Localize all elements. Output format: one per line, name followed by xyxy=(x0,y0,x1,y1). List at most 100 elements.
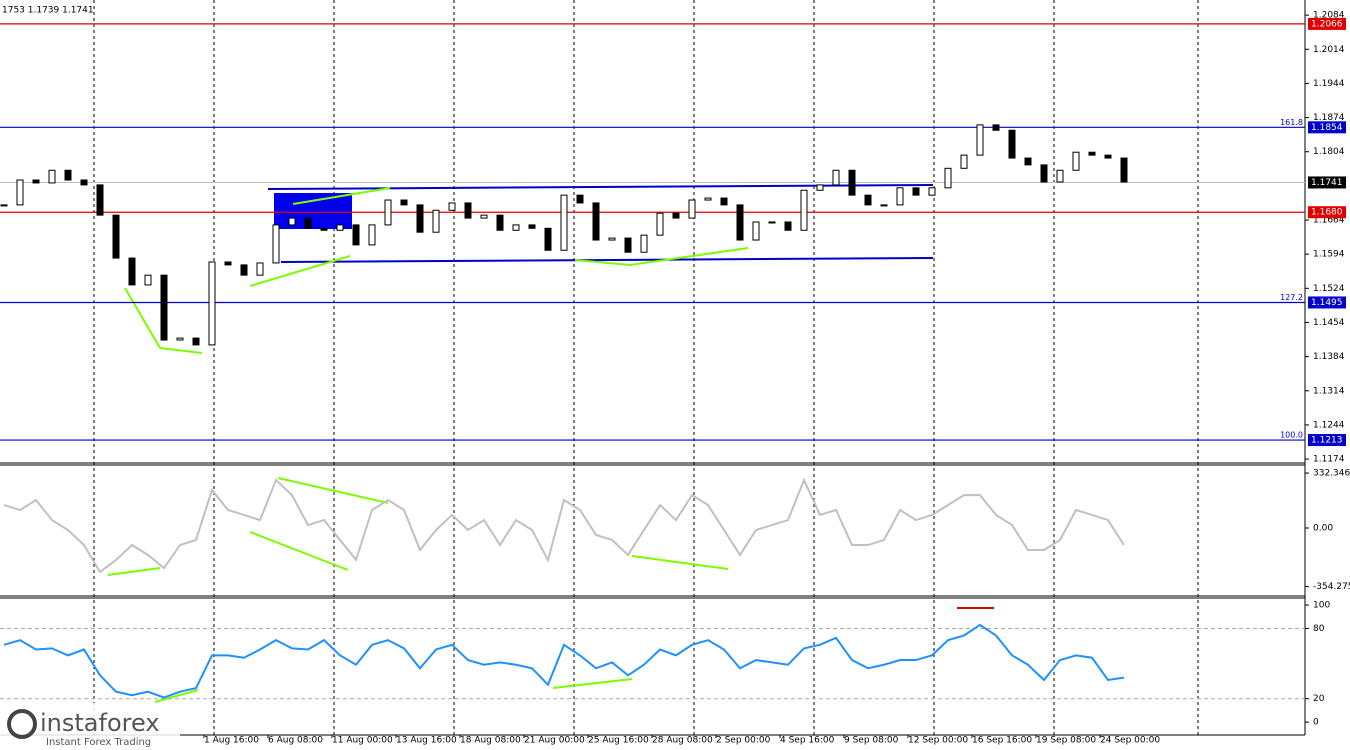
level-label: 1.2066 xyxy=(1311,19,1343,29)
y-tick-label: -354.2759 xyxy=(1313,582,1350,592)
drawings xyxy=(107,184,994,703)
candle xyxy=(544,227,552,251)
candle xyxy=(160,274,168,341)
candle xyxy=(736,204,744,241)
candle xyxy=(496,214,504,231)
candle xyxy=(208,261,216,346)
plot: 1.2084 1.2014 1.1944 1.1874 1.1804 1.1664 1.15… xyxy=(0,11,1350,746)
candle xyxy=(1088,151,1096,156)
candle xyxy=(192,337,200,346)
candle xyxy=(1008,129,1016,159)
y-tick-label: 1.1384 xyxy=(1313,352,1345,362)
candle xyxy=(320,227,328,231)
level-label-box xyxy=(1308,121,1346,134)
candle xyxy=(960,154,968,169)
divergence xyxy=(574,259,631,266)
y-tick-label: 1.1244 xyxy=(1313,420,1345,430)
candle xyxy=(416,204,424,233)
x-tick-label: 28 Aug 08:00 xyxy=(652,736,713,746)
candle xyxy=(1024,157,1032,166)
candle xyxy=(64,169,72,181)
level-label: 1.1680 xyxy=(1311,208,1343,218)
candle xyxy=(352,224,360,246)
candle xyxy=(1040,164,1048,183)
y-tick-label: 1.1804 xyxy=(1313,147,1345,157)
x-tick-label: 2 Sep 00:00 xyxy=(716,736,771,746)
indicator-line xyxy=(3,477,1125,574)
candle xyxy=(624,237,632,253)
candle xyxy=(784,221,792,231)
candle xyxy=(368,224,376,246)
x-tick-label: 21 Aug 00:00 xyxy=(524,736,585,746)
candle xyxy=(512,224,520,231)
divergence xyxy=(249,531,349,571)
logo: instaforex Instant Forex Trading xyxy=(0,703,180,750)
level-label: 1.1495 xyxy=(1311,298,1343,308)
logo-tagline: Instant Forex Trading xyxy=(46,737,151,748)
divergence xyxy=(159,347,203,354)
y-tick-label: 1.2014 xyxy=(1313,45,1345,55)
divergence xyxy=(292,187,391,205)
candle xyxy=(288,217,296,226)
divergence xyxy=(154,689,199,703)
y-tick-label: 1.1174 xyxy=(1313,455,1345,465)
divergence xyxy=(631,555,729,570)
y-tick-label: 1.1314 xyxy=(1313,386,1345,396)
period-separators xyxy=(93,0,1199,735)
candle xyxy=(400,199,408,206)
candle xyxy=(688,199,696,219)
candle xyxy=(880,204,888,207)
candle xyxy=(720,197,728,206)
level-label-box xyxy=(1308,296,1346,309)
candle xyxy=(928,187,936,196)
current-price-box xyxy=(1308,176,1346,189)
candle xyxy=(432,209,440,233)
y-tick-label: 1.1664 xyxy=(1313,216,1345,226)
candle xyxy=(144,274,152,286)
logo-name: instaforex xyxy=(40,709,160,737)
header-text: 1753 1.1739 1.1741 xyxy=(2,6,94,16)
candle xyxy=(1056,169,1064,183)
divergence xyxy=(249,255,351,287)
candle xyxy=(272,224,280,264)
candle xyxy=(816,184,824,191)
candle xyxy=(800,189,808,231)
fib-label: 127.2 xyxy=(1280,293,1303,302)
x-tick-label: 16 Sep 16:00 xyxy=(972,736,1032,746)
candle xyxy=(384,199,392,226)
channel-top xyxy=(267,184,934,190)
candle xyxy=(848,169,856,196)
candle xyxy=(864,194,872,206)
fib-label: 161.8 xyxy=(1280,118,1303,127)
y-tick-label: 100 xyxy=(1313,601,1330,611)
y-tick-label: 1.2084 xyxy=(1313,11,1345,21)
current-price-label: 1.1741 xyxy=(1311,178,1343,188)
divergence xyxy=(277,477,389,504)
candle xyxy=(608,237,616,241)
candle xyxy=(176,337,184,341)
candle xyxy=(944,167,952,189)
y-tick-label: 0.00 xyxy=(1313,524,1333,534)
candle xyxy=(16,179,24,206)
candle xyxy=(640,234,648,253)
candle xyxy=(560,194,568,251)
candle xyxy=(336,224,344,231)
x-tick-label: 12 Sep 00:00 xyxy=(908,736,968,746)
candle xyxy=(704,197,712,201)
candle xyxy=(656,212,664,236)
candle xyxy=(112,214,120,259)
candle xyxy=(832,169,840,186)
y-tick-label: 1.1944 xyxy=(1313,79,1345,89)
candle xyxy=(896,187,904,206)
candle xyxy=(96,184,104,216)
candle xyxy=(480,214,488,219)
x-tick-label: 19 Sep 08:00 xyxy=(1036,736,1096,746)
panel-borders xyxy=(0,0,1306,736)
candle xyxy=(240,264,248,276)
candle xyxy=(304,217,312,229)
candle xyxy=(48,169,56,184)
y-tick-label: 1.1454 xyxy=(1313,318,1345,328)
logo-bg xyxy=(0,703,180,750)
y-tick-label: 80 xyxy=(1313,624,1325,634)
